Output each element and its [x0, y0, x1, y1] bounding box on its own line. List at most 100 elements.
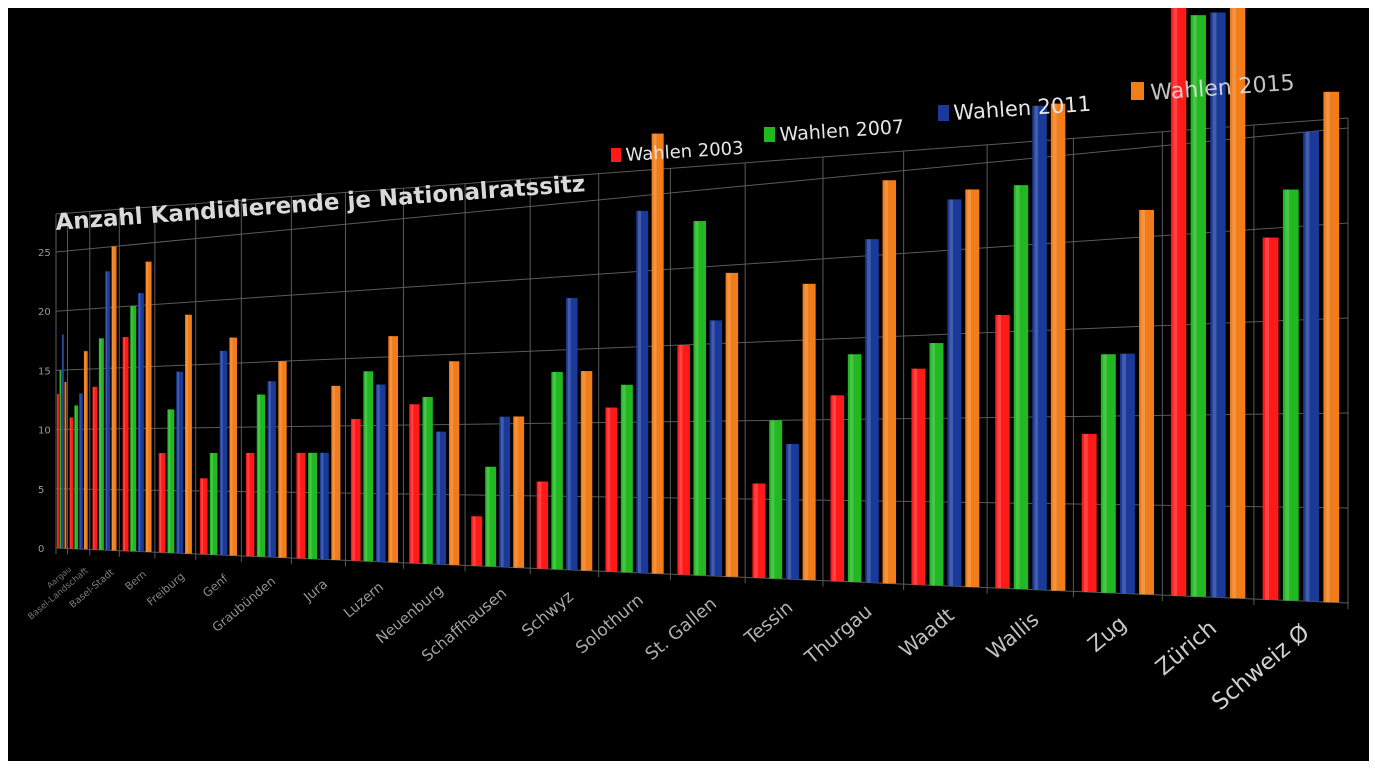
bar-highlight	[450, 361, 454, 565]
bar-highlight	[79, 393, 81, 550]
bar-highlight	[1305, 131, 1310, 602]
x-tick-label: Luzern	[341, 579, 387, 621]
bar-highlight	[168, 409, 171, 553]
bar-wahlen-2011-17	[1032, 105, 1047, 590]
bar-highlight	[220, 350, 223, 556]
bar-highlight	[727, 272, 731, 577]
bar-highlight	[377, 384, 380, 562]
bar-highlight	[297, 452, 301, 559]
bar-wahlen-2003-11	[536, 481, 549, 569]
bar-highlight	[1122, 353, 1126, 594]
legend-item-2015: Wahlen 2015	[1131, 71, 1295, 106]
bar-wahlen-2015-10	[513, 416, 525, 568]
bar-wahlen-2003-4	[158, 453, 166, 553]
bar-wahlen-2007-8	[363, 371, 374, 562]
y-tick-label: 0	[38, 544, 44, 555]
bar-highlight	[607, 407, 611, 572]
bar-highlight	[884, 180, 888, 584]
bar-wahlen-2007-6	[256, 394, 266, 557]
bar-highlight	[247, 452, 250, 557]
bar-wahlen-2007-7	[308, 452, 318, 559]
bar-highlight	[93, 386, 95, 550]
bar-highlight	[538, 481, 542, 569]
bar-wahlen-2015-12	[651, 133, 664, 574]
bar-highlight	[913, 368, 918, 585]
bar-highlight	[653, 133, 657, 574]
bar-highlight	[131, 305, 133, 552]
legend-label-2003: Wahlen 2003	[625, 138, 744, 166]
bar-wahlen-2003-5	[199, 478, 208, 555]
bar-wahlen-2003-10	[471, 516, 483, 566]
bar-wahlen-2015-8	[388, 336, 399, 563]
bar-highlight	[410, 404, 414, 564]
bar-wahlen-2003-6	[246, 452, 255, 557]
bar-wahlen-2011-12	[636, 210, 649, 573]
bar-highlight	[437, 431, 440, 565]
bar-wahlen-2015-16	[965, 189, 980, 588]
chart-bars	[57, 8, 1340, 603]
y-tick-label: 25	[38, 248, 51, 259]
bar-wahlen-2003-8	[350, 418, 361, 561]
legend-swatch-2003	[611, 148, 621, 162]
bar-highlight	[711, 320, 715, 577]
bar-highlight	[754, 483, 758, 578]
x-tick-label: Solothurn	[572, 590, 648, 658]
bar-highlight	[258, 394, 261, 557]
x-tick-label: Thurgau	[800, 600, 877, 670]
bar-wahlen-2007-1	[74, 405, 79, 549]
x-tick-label: Jura	[301, 577, 331, 606]
bar-wahlen-2015-17	[1050, 103, 1066, 591]
y-tick-label: 5	[38, 485, 44, 496]
bar-wahlen-2007-3	[130, 305, 137, 552]
bar-wahlen-2011-1	[79, 393, 83, 550]
bar-highlight	[567, 298, 571, 570]
bar-wahlen-2015-3	[145, 261, 152, 552]
bar-wahlen-2015-18	[1139, 209, 1155, 595]
x-tick-label: Wallis	[982, 607, 1044, 664]
gridline-top	[55, 117, 1349, 215]
bar-wahlen-2007-13	[693, 221, 707, 576]
bar-wahlen-2003-16	[911, 368, 926, 585]
bar-highlight	[472, 516, 476, 566]
x-tick-label: Freiburg	[144, 570, 187, 609]
x-tick-label: Schweiz Ø	[1207, 620, 1315, 716]
legend-label-2011: Wahlen 2011	[953, 92, 1092, 125]
bar-highlight	[582, 371, 586, 571]
bar-highlight	[553, 372, 556, 570]
bar-wahlen-2011-11	[566, 298, 578, 570]
bar-wahlen-2011-3	[137, 293, 144, 552]
bar-wahlen-2011-7	[319, 452, 329, 560]
bar-wahlen-2011-4	[176, 371, 184, 554]
bar-wahlen-2007-20	[1282, 189, 1299, 601]
bar-wahlen-2003-17	[995, 314, 1010, 589]
bar-highlight	[804, 283, 808, 581]
bar-wahlen-2011-20	[1303, 131, 1319, 602]
x-tick-label: Bern	[123, 568, 149, 593]
bar-highlight	[177, 371, 179, 554]
bar-wahlen-2007-5	[209, 453, 218, 555]
bar-wahlen-2007-19	[1190, 15, 1206, 597]
bar-wahlen-2011-18	[1119, 353, 1135, 594]
bar-highlight	[1103, 354, 1107, 593]
bar-highlight	[849, 354, 854, 582]
bar-wahlen-2007-9	[422, 397, 433, 564]
bar-wahlen-2007-16	[929, 343, 944, 586]
bar-highlight	[268, 381, 271, 558]
bar-wahlen-2003-15	[830, 395, 845, 582]
bar-highlight	[84, 351, 86, 550]
legend-swatch-2011	[938, 105, 949, 121]
x-tick-label: Zürich	[1151, 615, 1222, 681]
bar-wahlen-2003-7	[296, 452, 306, 559]
bar-wahlen-2015-4	[185, 314, 192, 554]
x-tick-label: Tessin	[740, 597, 797, 650]
bar-highlight	[1173, 8, 1178, 596]
bar-highlight	[186, 314, 188, 554]
legend-item-2007: Wahlen 2007	[764, 116, 905, 146]
legend-item-2003: Wahlen 2003	[611, 138, 744, 166]
bar-highlight	[74, 405, 76, 549]
bar-highlight	[997, 314, 1002, 589]
bar-highlight	[949, 199, 953, 587]
bar-wahlen-2003-13	[677, 344, 690, 575]
bar-highlight	[70, 417, 72, 549]
bar-wahlen-2011-10	[499, 416, 511, 568]
